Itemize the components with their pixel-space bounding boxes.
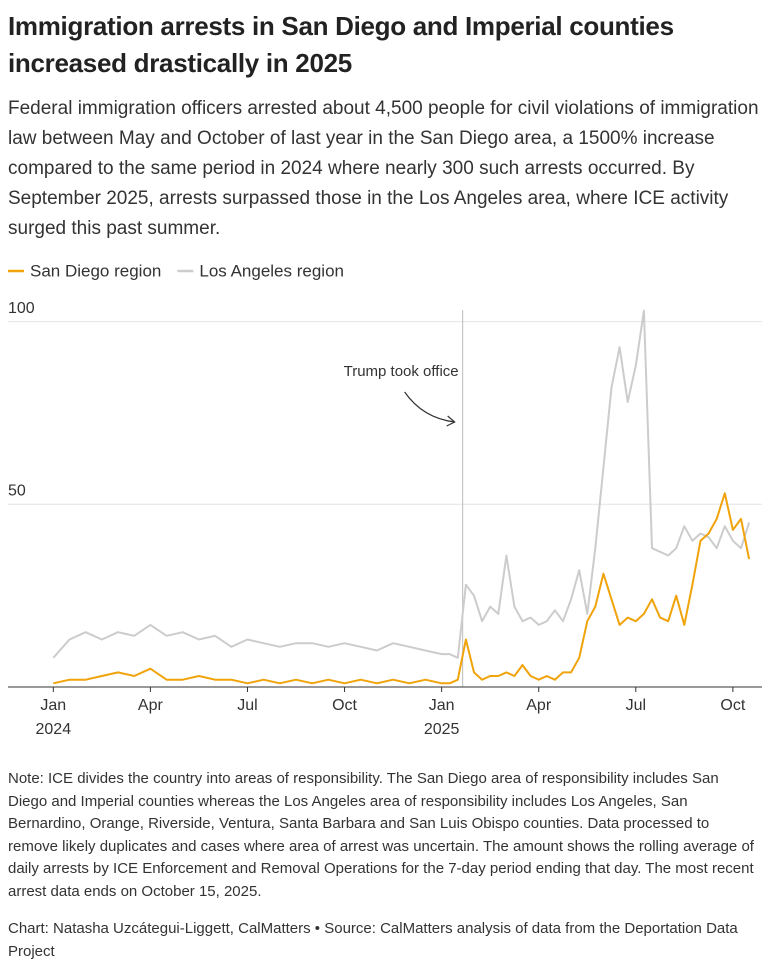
y-tick-label: 100 <box>8 300 35 317</box>
credit: Chart: Natasha Uzcátegui-Liggett, CalMat… <box>8 920 738 960</box>
x-tick-label: Oct <box>720 697 745 714</box>
x-tick-label: Jan <box>429 697 455 714</box>
chart-title: Immigration arrests in San Diego and Imp… <box>8 11 674 78</box>
chart-subtitle: Federal immigration officers arrested ab… <box>8 98 759 239</box>
chart: San Diego region Los Angeles region 50 100 T… <box>8 261 762 738</box>
series-line <box>52 309 751 659</box>
annotation-text: Trump took office <box>344 363 459 380</box>
x-tick-label: Oct <box>332 697 357 714</box>
y-tick-label: 50 <box>8 483 26 500</box>
x-tick-label: Jan <box>40 697 66 714</box>
series-line <box>53 492 751 685</box>
legend-label: San Diego region <box>30 261 161 280</box>
x-tick-label: Jul <box>237 697 257 714</box>
x-tick-label: Apr <box>138 697 164 714</box>
note: Note: ICE divides the country into areas… <box>8 770 754 900</box>
annotation-arrowhead <box>446 415 456 427</box>
legend-label: Los Angeles region <box>199 261 344 280</box>
x-tick-label: Jul <box>626 697 646 714</box>
x-year-label: 2025 <box>424 721 460 738</box>
x-tick-label: Apr <box>526 697 552 714</box>
x-year-label: 2024 <box>36 721 72 738</box>
annotation-arrow <box>404 391 455 423</box>
